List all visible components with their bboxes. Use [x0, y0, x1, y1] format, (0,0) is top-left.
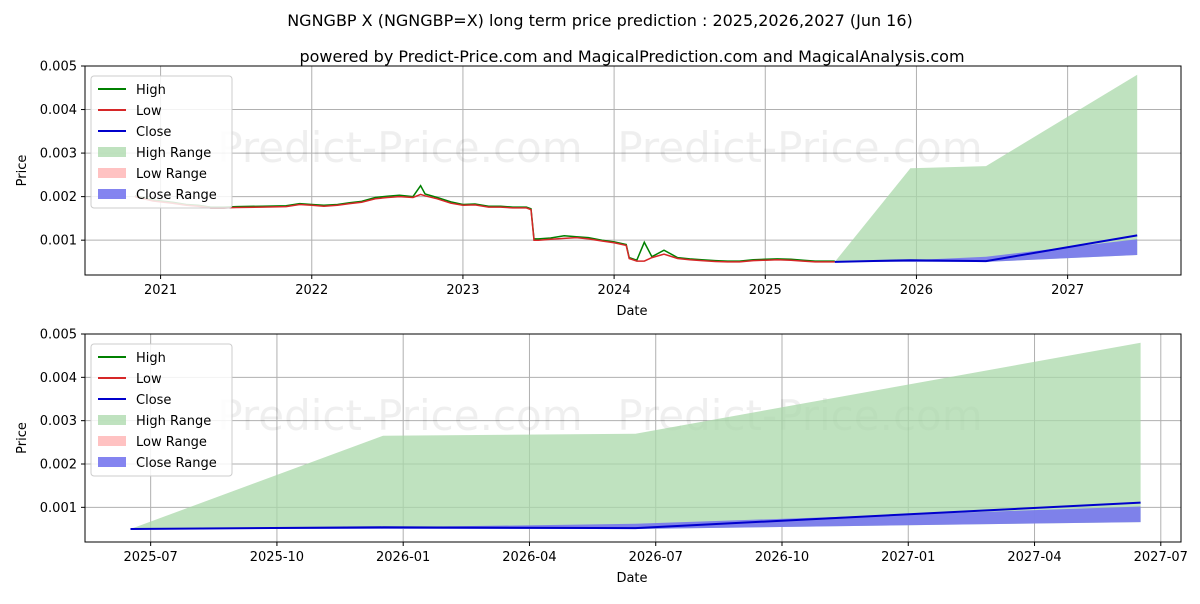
- chart-title: NGNGBP X (NGNGBP=X) long term price pred…: [287, 11, 913, 30]
- x-tick-label: 2026-10: [755, 550, 809, 565]
- legend-label: Close: [136, 125, 171, 140]
- y-axis-label: Price: [15, 155, 30, 187]
- y-tick-label: 0.001: [40, 501, 77, 516]
- x-axis-label: Date: [616, 571, 647, 586]
- legend-swatch: [98, 457, 126, 467]
- close-series-line: [834, 234, 1138, 263]
- x-tick-label: 2026-04: [502, 550, 556, 565]
- legend-label: Low Range: [136, 167, 207, 182]
- legend-swatch: [98, 436, 126, 446]
- y-tick-label: 0.005: [40, 328, 77, 343]
- x-tick-label: 2027-04: [1007, 550, 1061, 565]
- legend-label: Low Range: [136, 435, 207, 450]
- legend-label: Low: [136, 372, 162, 387]
- y-tick-label: 0.003: [40, 414, 77, 429]
- y-tick-label: 0.003: [40, 147, 77, 162]
- legend-swatch: [98, 168, 126, 178]
- top-chart-panel: 2021 2022 2023 2024 2025 2026 2027 0.001 0.002 0.…: [15, 60, 1182, 319]
- chart-subtitle: powered by Predict-Price.com and Magical…: [299, 47, 964, 66]
- x-tick-label: 2026-07: [629, 550, 683, 565]
- legend-swatch: [98, 189, 126, 199]
- x-tick-label: 2027: [1051, 283, 1084, 298]
- legend-label: High: [136, 83, 166, 98]
- watermark-text: Predict-Price.com: [617, 123, 982, 172]
- x-axis-label: Date: [616, 304, 647, 319]
- x-tick-label: 2021: [144, 283, 177, 298]
- legend-box: [90, 343, 233, 477]
- legend-label: High: [136, 351, 166, 366]
- legend-swatch: [98, 147, 126, 157]
- y-tick-label: 0.004: [40, 371, 77, 386]
- low-series-line: [134, 193, 835, 263]
- legend-label: Close Range: [136, 188, 217, 203]
- watermark-text: Predict-Price.com: [217, 123, 582, 172]
- legend-swatch: [98, 415, 126, 425]
- close-series-line: [130, 501, 1141, 530]
- y-tick-label: 0.002: [40, 458, 77, 473]
- x-tick-label: 2025: [749, 283, 782, 298]
- legend-label: High Range: [136, 146, 211, 161]
- plot-frame: [84, 333, 1182, 543]
- legend-label: High Range: [136, 414, 211, 429]
- y-tick-label: 0.001: [40, 234, 77, 249]
- x-tick-label: 2022: [295, 283, 328, 298]
- legend-label: Low: [136, 104, 162, 119]
- close-range-band: [834, 239, 1138, 262]
- legend-label: Close Range: [136, 456, 217, 471]
- high-range-band: [834, 74, 1138, 262]
- watermark-text: Predict-Price.com: [217, 391, 582, 440]
- legend-box: [90, 75, 233, 209]
- bottom-chart-panel: 2025-07 2025-10 2026-01 2026-04 2026-07 2026-…: [15, 328, 1188, 587]
- x-tick-label: 2027-01: [881, 550, 935, 565]
- y-tick-label: 0.005: [40, 60, 77, 75]
- y-tick-label: 0.002: [40, 190, 77, 205]
- high-range-band: [130, 342, 1141, 529]
- legend-label: Close: [136, 393, 171, 408]
- close-range-band: [130, 506, 1141, 529]
- x-tick-label: 2023: [446, 283, 479, 298]
- x-tick-label: 2025-07: [123, 550, 177, 565]
- x-tick-label: 2026-01: [376, 550, 430, 565]
- x-tick-label: 2025-10: [250, 550, 304, 565]
- x-tick-label: 2026: [900, 283, 933, 298]
- x-tick-label: 2027-07: [1134, 550, 1188, 565]
- y-axis-label: Price: [15, 422, 30, 454]
- high-series-line: [134, 184, 835, 262]
- y-tick-label: 0.004: [40, 103, 77, 118]
- plot-frame: [84, 65, 1182, 276]
- x-tick-label: 2024: [598, 283, 631, 298]
